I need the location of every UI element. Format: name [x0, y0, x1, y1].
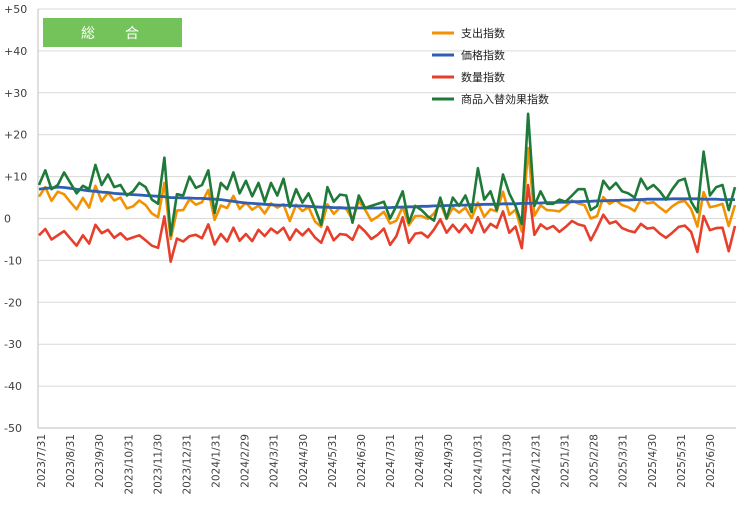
y-tick-label: +30: [4, 87, 27, 100]
legend-entry: 商品入替効果指数: [461, 92, 549, 106]
x-tick-label: 2023/12/31: [181, 434, 193, 495]
y-tick-label: +10: [4, 171, 27, 184]
y-axis-tick-labels: +50 +40 +30 +20 +10 0 -10 -20 -30 -40 -50: [4, 3, 27, 435]
x-tick-label: 2025/4/30: [647, 434, 659, 488]
x-tick-label: 2024/8/31: [414, 434, 426, 488]
axes: [37, 9, 736, 429]
x-tick-label: 2023/8/31: [65, 434, 77, 488]
y-tick-label: +50: [4, 3, 27, 16]
x-tick-label: 2024/12/31: [530, 434, 542, 495]
x-tick-label: 2024/9/30: [443, 434, 455, 488]
x-tick-label: 2025/2/28: [589, 434, 601, 488]
series-line-0: [37, 146, 737, 241]
series-lines: [37, 112, 737, 264]
y-tick-label: +40: [4, 45, 27, 58]
x-tick-label: 2023/9/30: [94, 434, 106, 488]
x-tick-label: 2025/5/31: [676, 434, 688, 488]
x-tick-label: 2023/10/31: [123, 434, 135, 495]
x-tick-label: 2023/11/30: [152, 434, 164, 495]
x-tick-label: 2025/3/31: [618, 434, 630, 488]
x-tick-label: 2024/6/30: [356, 434, 368, 488]
badge-background: [43, 18, 182, 47]
y-tick-label: -30: [4, 338, 22, 351]
y-tick-label: -20: [4, 296, 22, 309]
x-tick-label: 2024/3/31: [269, 434, 281, 488]
chart-badge: 総 合: [43, 18, 182, 47]
x-tick-label: 2024/10/31: [472, 434, 484, 495]
series-line-3: [37, 112, 737, 237]
legend-entry: 価格指数: [461, 48, 505, 62]
x-tick-label: 2024/1/31: [211, 434, 223, 488]
series-line-2: [38, 183, 737, 264]
x-tick-label: 2025/1/31: [560, 434, 572, 488]
x-axis-tick-labels: 2023/7/31 2023/8/31 2023/9/30 2023/10/31 202…: [36, 434, 717, 495]
y-tick-label: -40: [4, 380, 22, 393]
y-tick-label: +20: [4, 129, 27, 142]
y-tick-label: -50: [4, 422, 22, 435]
badge-label: 総 合: [81, 26, 147, 42]
x-tick-label: 2025/6/30: [705, 434, 717, 488]
x-tick-label: 2024/11/30: [501, 434, 513, 495]
x-tick-label: 2024/4/30: [298, 434, 310, 488]
x-tick-label: 2024/2/29: [240, 434, 252, 488]
legend-entry: 支出指数: [461, 26, 505, 40]
x-tick-label: 2024/7/31: [385, 434, 397, 488]
x-tick-label: 2023/7/31: [36, 434, 48, 488]
y-tick-label: 0: [4, 213, 11, 226]
legend-entry: 数量指数: [461, 70, 505, 84]
y-tick-label: -10: [4, 254, 22, 267]
x-tick-label: 2024/5/31: [327, 434, 339, 488]
